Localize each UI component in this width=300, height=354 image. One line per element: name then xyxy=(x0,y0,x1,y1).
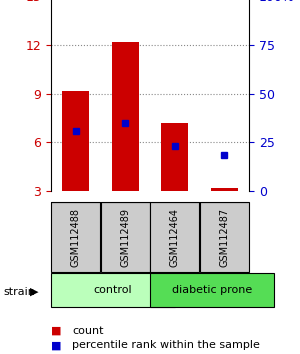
FancyBboxPatch shape xyxy=(150,273,274,307)
Bar xyxy=(112,42,139,191)
Text: ▶: ▶ xyxy=(30,287,38,297)
Text: count: count xyxy=(72,326,104,336)
FancyBboxPatch shape xyxy=(100,202,150,272)
Text: control: control xyxy=(94,285,132,295)
Text: ■: ■ xyxy=(51,326,62,336)
Text: diabetic prone: diabetic prone xyxy=(172,285,252,295)
FancyBboxPatch shape xyxy=(200,202,249,272)
Text: GSM112489: GSM112489 xyxy=(120,208,130,267)
FancyBboxPatch shape xyxy=(150,202,200,272)
Bar xyxy=(62,91,89,191)
Text: GSM112488: GSM112488 xyxy=(71,208,81,267)
Text: GSM112464: GSM112464 xyxy=(170,208,180,267)
Text: strain: strain xyxy=(3,287,35,297)
FancyBboxPatch shape xyxy=(51,202,100,272)
FancyBboxPatch shape xyxy=(51,273,175,307)
Text: GSM112487: GSM112487 xyxy=(219,207,229,267)
Text: percentile rank within the sample: percentile rank within the sample xyxy=(72,340,260,350)
Bar xyxy=(211,188,238,191)
Text: ■: ■ xyxy=(51,340,62,350)
Bar xyxy=(161,123,188,191)
